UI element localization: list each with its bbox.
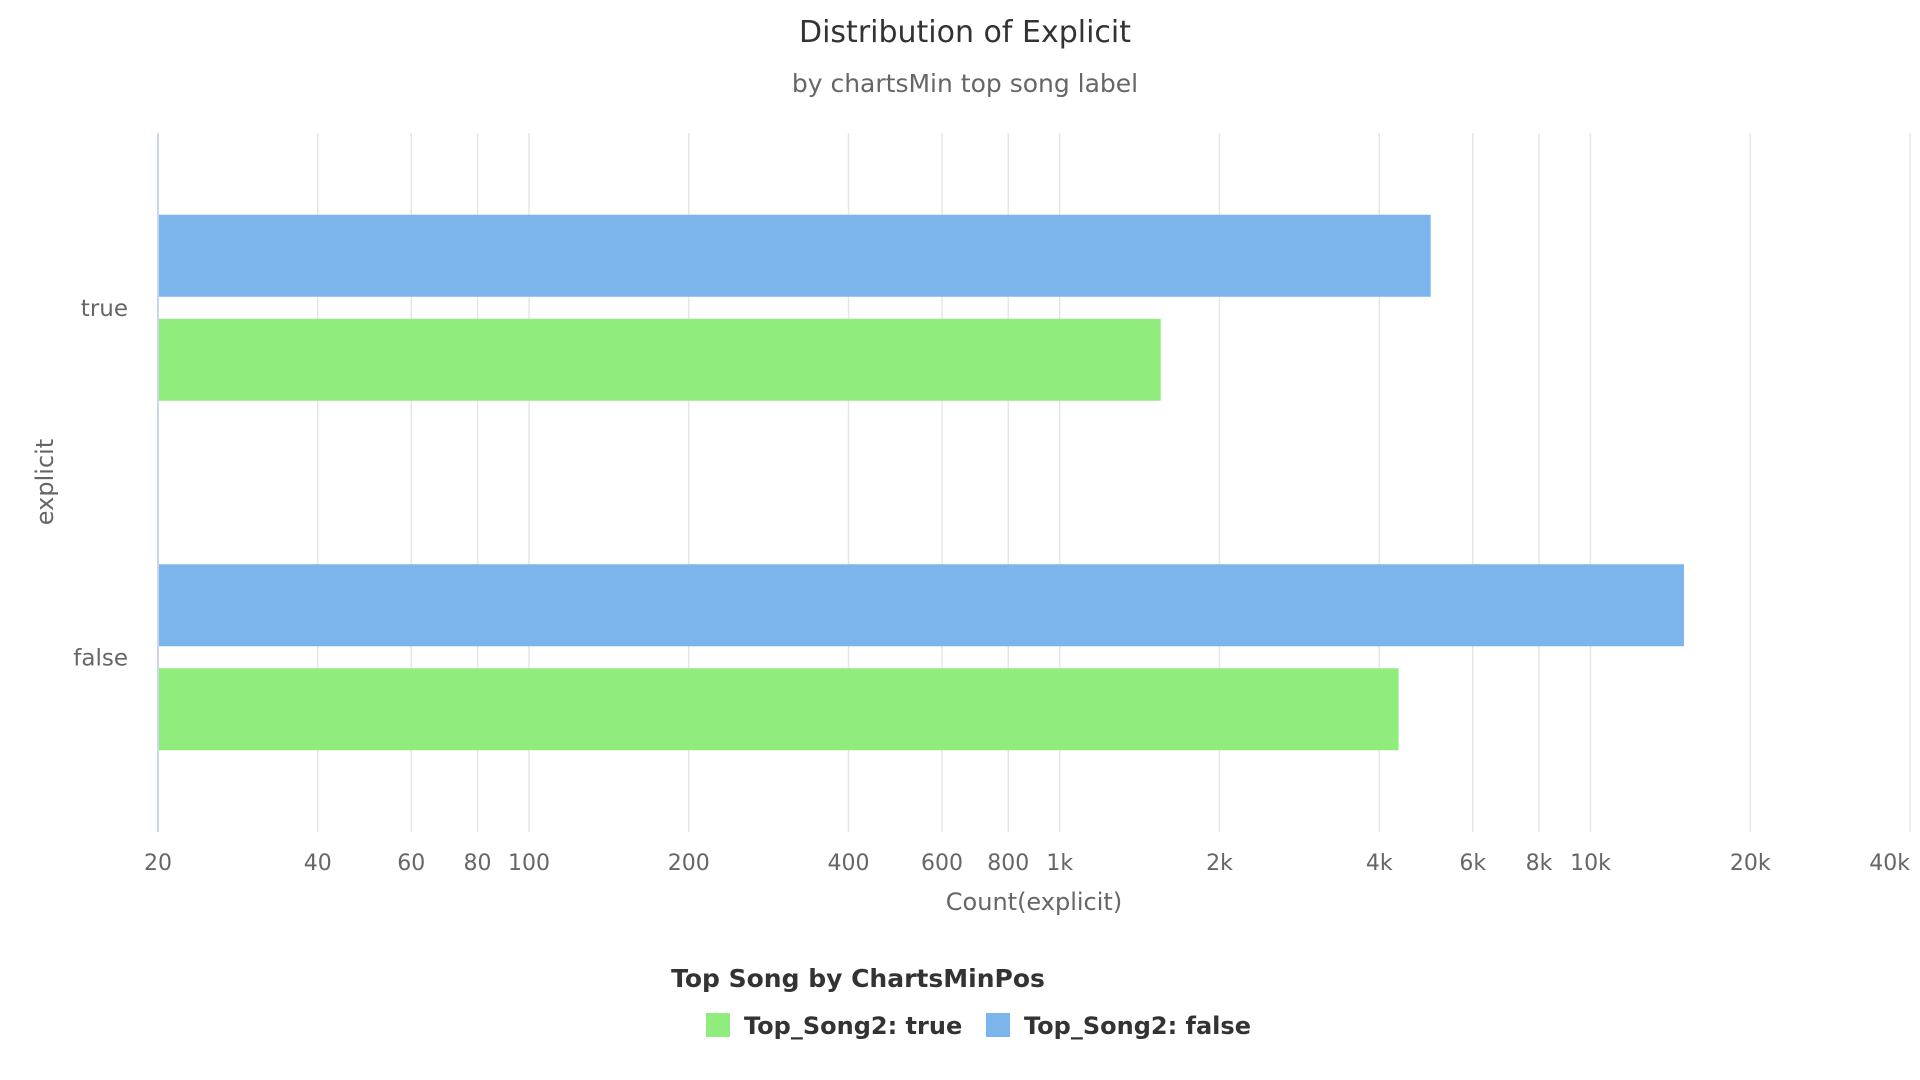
x-axis-ticks: 20 40 60 80 100 200 400 600 800 1k 2k 4k 6k 8k 10k 20k 4… (144, 851, 1910, 876)
x-tick-label: 600 (921, 851, 963, 876)
x-tick-label: 10k (1570, 851, 1611, 876)
legend-swatch (706, 1013, 730, 1037)
x-tick-label: 2k (1206, 851, 1233, 876)
x-tick-label: 400 (828, 851, 870, 876)
x-tick-label: 20k (1730, 851, 1771, 876)
legend-item-label: Top_Song2: true (744, 1012, 962, 1040)
x-tick-label: 60 (397, 851, 425, 876)
x-tick-label: 1k (1046, 851, 1073, 876)
x-tick-label: 20 (144, 851, 172, 876)
bar (158, 318, 1161, 401)
y-category-label: true (81, 296, 128, 322)
x-tick-label: 80 (464, 851, 492, 876)
legend-title: Top Song by ChartsMinPos (671, 964, 1045, 993)
legend: Top_Song2: true Top_Song2: false (706, 1012, 1251, 1040)
x-tick-label: 800 (987, 851, 1029, 876)
x-tick-label: 8k (1526, 851, 1553, 876)
chart-subtitle: by chartsMin top song label (792, 69, 1138, 98)
y-axis-categories: true false (73, 296, 128, 672)
x-axis-title: Count(explicit) (946, 888, 1122, 916)
bar (158, 668, 1399, 751)
x-tick-label: 4k (1366, 851, 1393, 876)
x-tick-label: 100 (508, 851, 550, 876)
chart-title: Distribution of Explicit (799, 15, 1131, 50)
x-tick-label: 40 (304, 851, 332, 876)
x-tick-label: 6k (1459, 851, 1486, 876)
legend-swatch (986, 1013, 1010, 1037)
y-category-label: false (73, 645, 128, 671)
bar (158, 564, 1684, 647)
bars (158, 214, 1684, 751)
legend-item-label: Top_Song2: false (1024, 1012, 1251, 1040)
x-tick-label: 200 (668, 851, 710, 876)
x-tick-label: 40k (1869, 851, 1910, 876)
bar (158, 214, 1431, 297)
y-axis-title: explicit (31, 439, 59, 525)
